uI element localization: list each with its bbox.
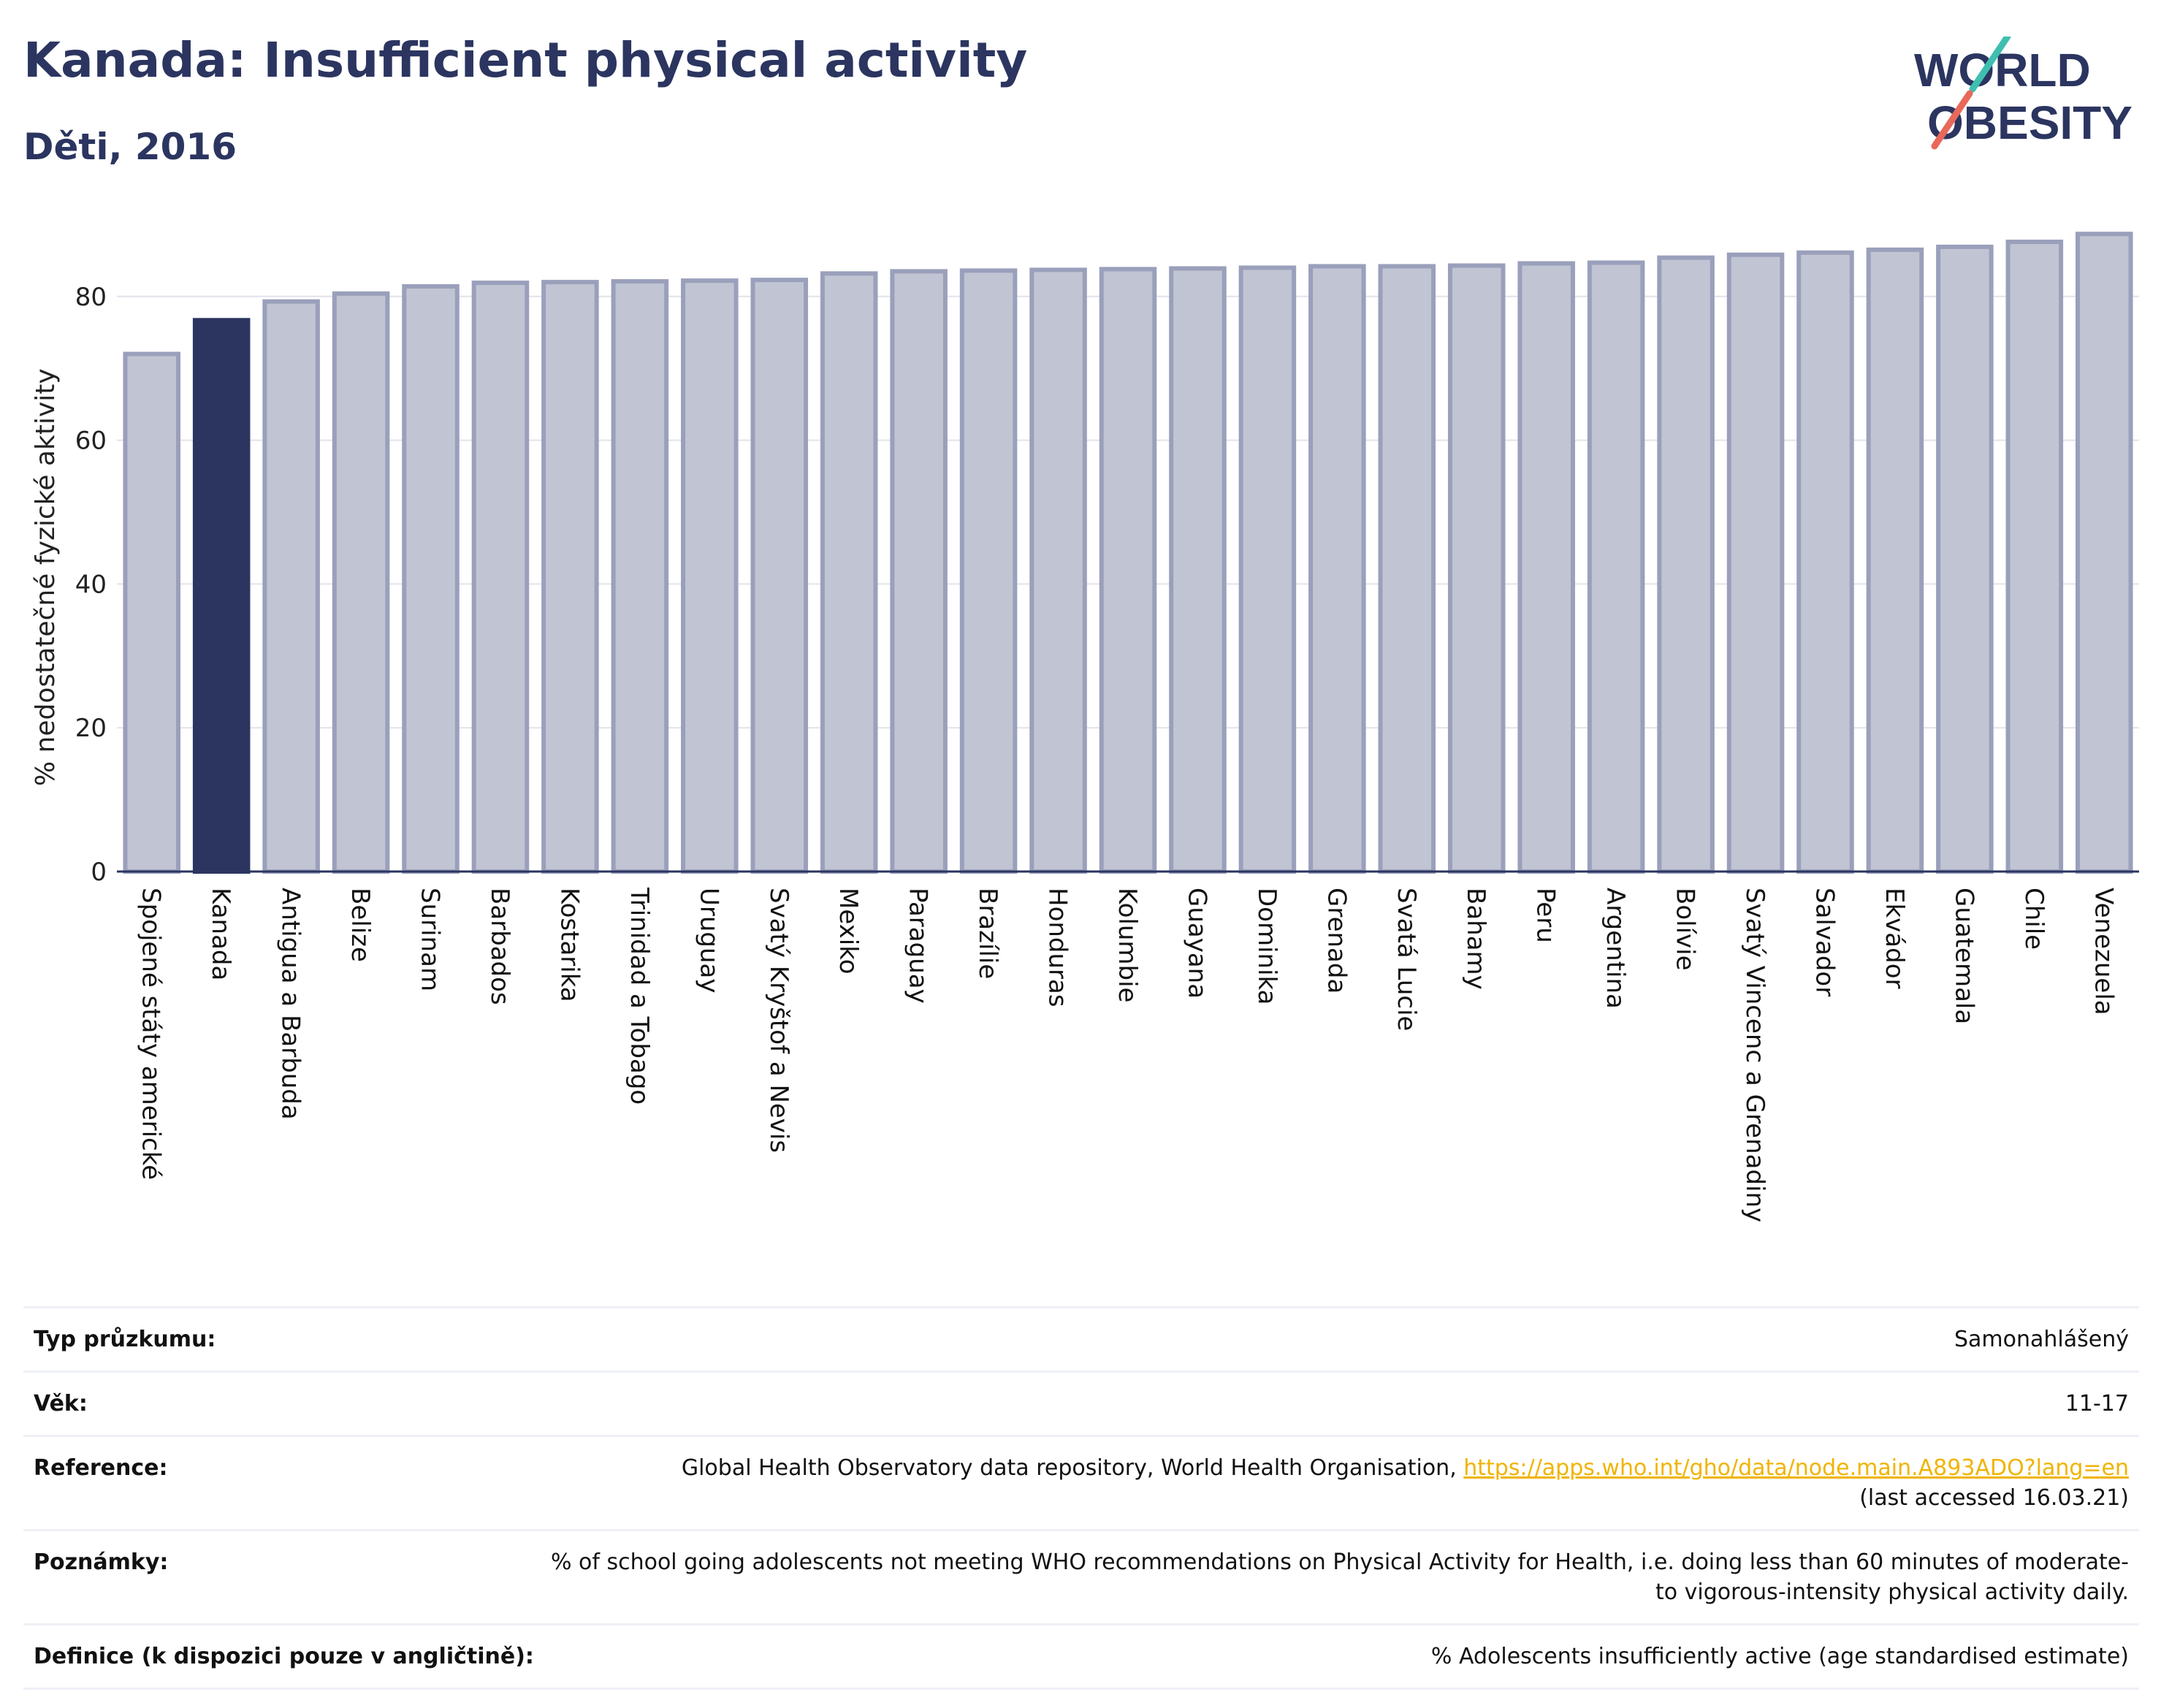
bar <box>2005 240 2064 874</box>
info-table: Typ průzkumu: Samonahlášený Věk: 11-17 R… <box>23 1306 2139 1690</box>
x-tick-label: Kostarika <box>554 888 584 1002</box>
logo-slash-red <box>1931 90 1973 150</box>
bar <box>1517 261 1575 874</box>
info-row-survey-type: Typ průzkumu: Samonahlášený <box>23 1306 2139 1370</box>
x-tick-label: Spojené státy americké <box>137 888 166 1180</box>
y-tick-label: 40 <box>75 570 107 599</box>
bar <box>1866 247 1924 874</box>
x-tick-label: Chile <box>2019 888 2048 950</box>
bar <box>1099 267 1157 874</box>
x-tick-label: Paraguay <box>904 888 933 1004</box>
bar <box>820 271 878 874</box>
x-tick-label: Trinidad a Tobago <box>625 887 654 1105</box>
y-tick-label: 0 <box>91 858 107 887</box>
x-tick-label: Uruguay <box>694 888 723 994</box>
info-label: Poznámky: <box>34 1549 169 1575</box>
x-tick-label: Bahamy <box>1461 888 1490 990</box>
chart-subtitle: Děti, 2016 <box>23 126 237 168</box>
reference-text: Global Health Observatory data repositor… <box>681 1455 1464 1481</box>
bar <box>123 351 180 874</box>
bar <box>402 284 460 874</box>
bar <box>1378 264 1436 874</box>
x-tick-label: Grenada <box>1322 888 1351 994</box>
info-label: Reference: <box>34 1455 168 1481</box>
bar <box>890 269 948 874</box>
info-label: Věk: <box>34 1391 88 1417</box>
y-tick-label: 60 <box>75 427 107 456</box>
bar <box>1726 252 1785 874</box>
x-tick-label: Brazílie <box>973 888 1002 979</box>
bar <box>541 280 599 874</box>
info-row-reference: Reference: Global Health Observatory dat… <box>23 1435 2139 1529</box>
logo-word-world: WORLD <box>1914 44 2091 96</box>
y-tick-label: 20 <box>75 714 107 743</box>
bar <box>681 278 739 874</box>
x-tick-label: Argentina <box>1601 888 1630 1009</box>
info-label: Typ průzkumu: <box>34 1327 216 1352</box>
x-tick-label: Antigua a Barbuda <box>276 888 305 1120</box>
bar <box>1169 266 1227 874</box>
bar <box>611 279 669 874</box>
chart-title: Kanada: Insufficient physical activity <box>23 32 1028 88</box>
info-value: Samonahlášený <box>1954 1327 2129 1352</box>
x-tick-label: Ekvádor <box>1880 888 1909 989</box>
bar <box>1796 250 1854 874</box>
reference-link[interactable]: https://apps.who.int/gho/data/node.main.… <box>1463 1455 2129 1481</box>
x-tick-label: Kolumbie <box>1113 888 1142 1002</box>
bar <box>1029 267 1087 874</box>
world-obesity-logo: WORLD OBESITY <box>1914 37 2133 150</box>
info-value: % of school going adolescents not meetin… <box>550 1549 2129 1605</box>
x-tick-label: Barbados <box>485 888 514 1005</box>
info-value: Global Health Observatory data repositor… <box>545 1453 2129 1513</box>
x-tick-label: Dominika <box>1252 888 1281 1004</box>
x-tick-label: Svatý Vincenc a Grenadiny <box>1740 888 1769 1222</box>
bar <box>1308 264 1366 874</box>
x-tick-label: Salvador <box>1810 888 1839 996</box>
x-tick-label: Surinam <box>416 888 445 991</box>
bar <box>471 281 530 874</box>
reference-accessed: (last accessed 16.03.21) <box>1859 1485 2129 1511</box>
logo-slash-teal <box>1969 37 2011 93</box>
x-tick-label: Guayana <box>1182 888 1211 999</box>
bar <box>1447 263 1506 874</box>
bar-highlight <box>192 318 251 874</box>
x-tick-label: Mexiko <box>834 888 863 975</box>
bar <box>1936 244 1994 874</box>
bar-chart: 0 20 40 60 80 % nedostatečné fyzické aktivity… <box>31 232 2139 1222</box>
bar <box>332 291 390 874</box>
x-tick-label: Belize <box>346 888 375 962</box>
x-tick-label: Kanada <box>206 888 235 980</box>
y-axis-label: % nedostatečné fyzické aktivity <box>31 368 61 786</box>
bar <box>1657 255 1715 874</box>
info-row-definition: Definice (k dispozici pouze v angličtině… <box>23 1623 2139 1690</box>
x-tick-label: Svatá Lucie <box>1392 888 1421 1031</box>
x-tick-label: Bolívie <box>1671 888 1700 971</box>
x-tick-label: Peru <box>1531 888 1560 943</box>
bar <box>262 299 320 874</box>
info-label: Definice (k dispozici pouze v angličtině… <box>34 1644 534 1669</box>
info-row-age: Věk: 11-17 <box>23 1370 2139 1435</box>
bar <box>750 278 809 874</box>
bar <box>1238 265 1297 874</box>
bar <box>959 268 1018 874</box>
bar <box>1587 260 1645 874</box>
info-value: 11-17 <box>2065 1391 2129 1417</box>
info-value: % Adolescents insufficiently active (age… <box>1430 1644 2129 1669</box>
bar <box>2076 232 2133 874</box>
x-tick-label: Venezuela <box>2089 888 2118 1015</box>
y-tick-label: 80 <box>75 283 107 312</box>
info-row-notes: Poznámky: % of school going adolescents … <box>23 1529 2139 1623</box>
x-tick-label: Svatý Kryštof a Nevis <box>764 888 793 1153</box>
x-tick-label: Honduras <box>1043 888 1072 1007</box>
x-tick-label: Guatemala <box>1949 888 1978 1024</box>
